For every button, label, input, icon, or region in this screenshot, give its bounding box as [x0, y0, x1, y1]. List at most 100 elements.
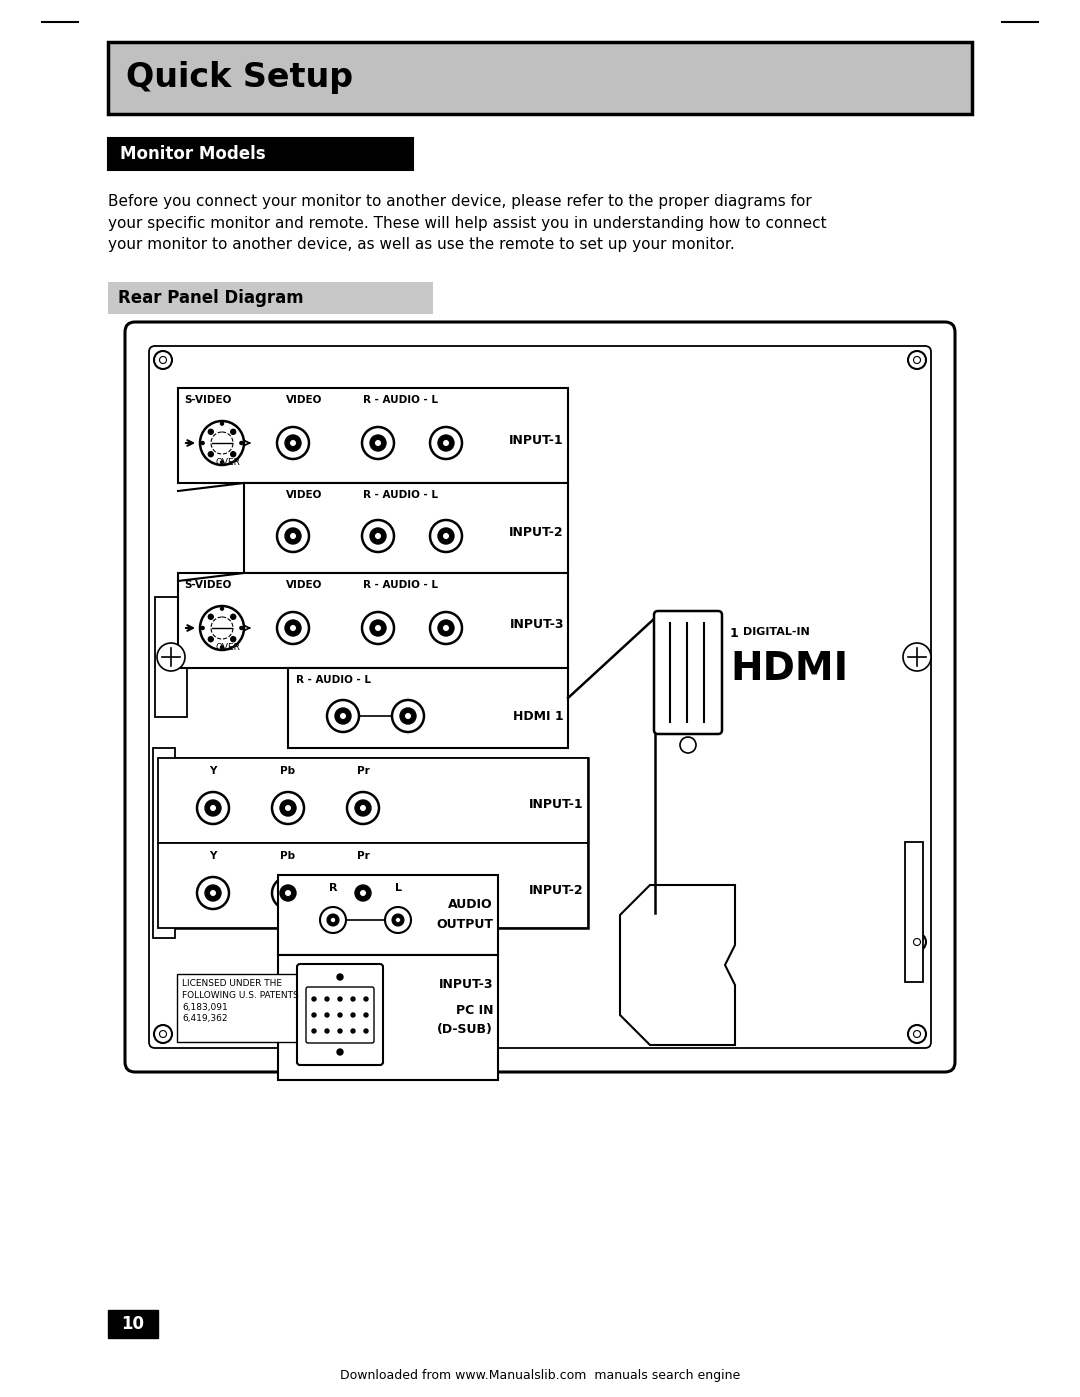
Text: L: L	[394, 883, 402, 893]
Circle shape	[351, 997, 355, 1002]
Circle shape	[347, 792, 379, 824]
Circle shape	[375, 532, 381, 539]
Circle shape	[338, 1013, 342, 1017]
Circle shape	[312, 997, 316, 1002]
FancyBboxPatch shape	[297, 964, 383, 1065]
Text: VIDEO: VIDEO	[286, 580, 322, 590]
FancyBboxPatch shape	[654, 610, 723, 733]
Circle shape	[364, 1030, 368, 1032]
Circle shape	[284, 890, 292, 897]
Circle shape	[289, 440, 297, 447]
Circle shape	[908, 1025, 926, 1044]
Circle shape	[160, 356, 166, 363]
Circle shape	[197, 877, 229, 909]
Circle shape	[208, 615, 213, 619]
Bar	[288, 668, 568, 747]
Circle shape	[272, 877, 303, 909]
Circle shape	[154, 351, 172, 369]
Circle shape	[430, 520, 462, 552]
Bar	[156, 597, 190, 717]
Polygon shape	[620, 886, 735, 1045]
Circle shape	[205, 886, 221, 901]
Circle shape	[157, 643, 185, 671]
Text: R - AUDIO - L: R - AUDIO - L	[363, 395, 438, 405]
Circle shape	[430, 612, 462, 644]
Text: Pr: Pr	[356, 851, 369, 861]
Text: INPUT-3: INPUT-3	[510, 619, 564, 631]
Circle shape	[220, 608, 224, 610]
Text: R - AUDIO - L: R - AUDIO - L	[296, 675, 372, 685]
Circle shape	[220, 422, 224, 425]
Text: 10: 10	[121, 1315, 145, 1333]
Circle shape	[370, 434, 386, 451]
Bar	[158, 842, 588, 928]
Circle shape	[160, 1031, 166, 1038]
Circle shape	[400, 708, 416, 724]
Bar	[108, 42, 972, 115]
Text: Monitor Models: Monitor Models	[120, 145, 266, 163]
Circle shape	[362, 612, 394, 644]
Circle shape	[320, 907, 346, 933]
Text: OUTPUT: OUTPUT	[436, 918, 492, 932]
Text: 1: 1	[730, 627, 739, 640]
Circle shape	[360, 890, 366, 897]
Text: (D-SUB): (D-SUB)	[437, 1024, 492, 1037]
Circle shape	[201, 626, 204, 630]
Bar	[158, 759, 588, 842]
Circle shape	[325, 997, 329, 1002]
Circle shape	[280, 886, 296, 901]
Circle shape	[231, 637, 235, 641]
Circle shape	[312, 1013, 316, 1017]
Circle shape	[443, 532, 449, 539]
Circle shape	[285, 528, 301, 543]
Circle shape	[384, 907, 411, 933]
Circle shape	[284, 805, 292, 812]
Circle shape	[395, 918, 401, 922]
Circle shape	[210, 890, 216, 897]
Bar	[178, 573, 568, 668]
Circle shape	[908, 933, 926, 951]
Circle shape	[289, 624, 297, 631]
Bar	[158, 759, 588, 928]
Bar	[108, 138, 413, 170]
Circle shape	[240, 626, 243, 630]
Circle shape	[240, 441, 243, 444]
Text: Before you connect your monitor to another device, please refer to the proper di: Before you connect your monitor to anoth…	[108, 194, 826, 253]
Circle shape	[364, 997, 368, 1002]
Text: VIDEO: VIDEO	[286, 395, 322, 405]
Text: S-VIDEO: S-VIDEO	[184, 395, 231, 405]
Text: INPUT-3: INPUT-3	[438, 978, 492, 992]
Circle shape	[201, 441, 204, 444]
Text: LICENSED UNDER THE
FOLLOWING U.S. PATENTS
6,183,091
6,419,362: LICENSED UNDER THE FOLLOWING U.S. PATENT…	[183, 979, 299, 1024]
Text: DIGITAL-IN: DIGITAL-IN	[743, 627, 810, 637]
Bar	[178, 388, 568, 483]
Circle shape	[914, 1031, 920, 1038]
FancyBboxPatch shape	[149, 346, 931, 1048]
Circle shape	[438, 528, 454, 543]
Text: INPUT-2: INPUT-2	[510, 527, 564, 539]
FancyBboxPatch shape	[306, 988, 374, 1044]
Bar	[905, 842, 923, 982]
Text: OVER: OVER	[216, 643, 241, 652]
Circle shape	[211, 617, 233, 638]
Circle shape	[362, 520, 394, 552]
Text: VIDEO: VIDEO	[286, 490, 322, 500]
Text: Rear Panel Diagram: Rear Panel Diagram	[118, 289, 303, 307]
Circle shape	[276, 612, 309, 644]
Circle shape	[312, 1030, 316, 1032]
Bar	[177, 974, 352, 1042]
Text: PC IN: PC IN	[456, 1003, 492, 1017]
Text: Y: Y	[210, 851, 217, 861]
Circle shape	[337, 1049, 343, 1055]
Bar	[278, 956, 498, 1080]
Circle shape	[325, 1030, 329, 1032]
Circle shape	[335, 708, 351, 724]
Circle shape	[351, 1030, 355, 1032]
Text: Pr: Pr	[356, 766, 369, 775]
Text: Pb: Pb	[281, 766, 296, 775]
Circle shape	[370, 620, 386, 636]
Circle shape	[276, 520, 309, 552]
Circle shape	[347, 877, 379, 909]
Circle shape	[285, 434, 301, 451]
Circle shape	[200, 606, 244, 650]
